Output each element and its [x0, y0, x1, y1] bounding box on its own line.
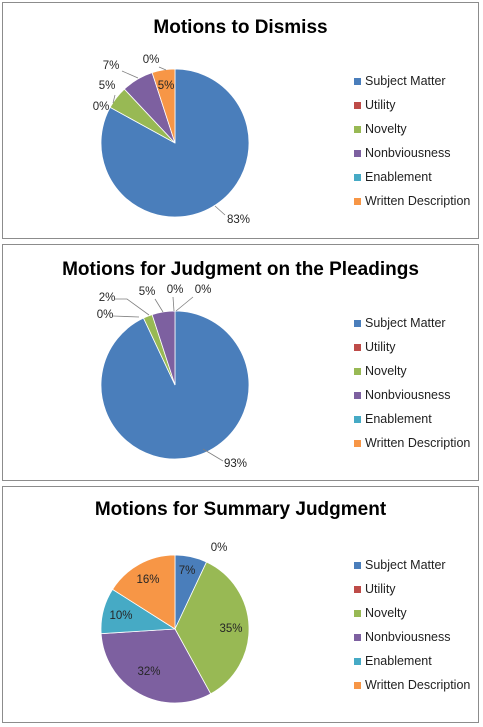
legend-swatch — [354, 78, 361, 85]
data-label-nonbviousness: 7% — [103, 60, 120, 72]
legend-label: Written Description — [365, 436, 470, 450]
chart-panel-judgment-on-pleadings: Motions for Judgment on the Pleadings 93… — [2, 244, 479, 481]
legend-swatch — [354, 416, 361, 423]
legend-swatch — [354, 102, 361, 109]
data-label-utility: 0% — [211, 542, 228, 554]
leader-line-utility — [113, 316, 139, 317]
legend-swatch — [354, 586, 361, 593]
legend-item-subject-matter: Subject Matter — [354, 69, 470, 93]
legend-label: Enablement — [365, 654, 432, 668]
data-label-subject-matter: 7% — [179, 565, 196, 577]
legend-swatch — [354, 610, 361, 617]
legend-swatch — [354, 682, 361, 689]
legend-label: Nonbviousness — [365, 630, 450, 644]
legend-item-enablement: Enablement — [354, 165, 470, 189]
legend: Subject Matter Utility Novelty Nonbviousnes… — [354, 69, 470, 213]
legend-swatch — [354, 658, 361, 665]
legend-item-novelty: Novelty — [354, 601, 470, 625]
data-label-utility: 0% — [93, 101, 110, 113]
legend-swatch — [354, 174, 361, 181]
legend-swatch — [354, 368, 361, 375]
legend-label: Written Description — [365, 194, 470, 208]
legend-item-nonbviousness: Nonbviousness — [354, 141, 470, 165]
legend-label: Utility — [365, 582, 396, 596]
data-label-enablement: 10% — [109, 610, 132, 622]
pie-slices — [101, 311, 249, 459]
data-label-nonbviousness: 5% — [139, 286, 156, 298]
legend-swatch — [354, 562, 361, 569]
legend-swatch — [354, 634, 361, 641]
legend-item-subject-matter: Subject Matter — [354, 553, 470, 577]
legend-item-novelty: Novelty — [354, 359, 470, 383]
leader-line-enablement — [173, 297, 174, 311]
data-label-novelty: 35% — [219, 623, 242, 635]
leader-line-subject-matter — [203, 449, 223, 461]
legend-swatch — [354, 198, 361, 205]
legend-label: Written Description — [365, 678, 470, 692]
data-label-enablement: 0% — [143, 54, 160, 66]
data-label-written-description: 5% — [158, 80, 175, 92]
legend-item-utility: Utility — [354, 93, 470, 117]
leader-line-enablement — [159, 67, 166, 70]
legend-swatch — [354, 150, 361, 157]
legend-label: Enablement — [365, 170, 432, 184]
leader-line-novelty — [115, 299, 149, 315]
legend-item-utility: Utility — [354, 577, 470, 601]
legend-label: Subject Matter — [365, 74, 446, 88]
legend-label: Nonbviousness — [365, 146, 450, 160]
leader-line-nonbviousness — [122, 71, 138, 78]
data-label-nonbviousness: 32% — [137, 666, 160, 678]
legend-swatch — [354, 440, 361, 447]
legend: Subject Matter Utility Novelty Nonbviousnes… — [354, 553, 470, 697]
legend-label: Utility — [365, 98, 396, 112]
legend-label: Nonbviousness — [365, 388, 450, 402]
leader-line-nonbviousness — [155, 299, 163, 312]
data-label-subject-matter: 83% — [227, 214, 250, 226]
legend-label: Novelty — [365, 606, 407, 620]
legend-item-utility: Utility — [354, 335, 470, 359]
legend-item-nonbviousness: Nonbviousness — [354, 383, 470, 407]
data-label-written-description: 0% — [195, 284, 212, 296]
legend-item-novelty: Novelty — [354, 117, 470, 141]
legend-item-subject-matter: Subject Matter — [354, 311, 470, 335]
data-label-novelty: 5% — [99, 80, 116, 92]
legend-label: Subject Matter — [365, 316, 446, 330]
legend-item-enablement: Enablement — [354, 649, 470, 673]
pie-slices — [101, 69, 249, 217]
legend-label: Subject Matter — [365, 558, 446, 572]
legend-swatch — [354, 320, 361, 327]
data-label-written-description: 16% — [136, 574, 159, 586]
legend-label: Utility — [365, 340, 396, 354]
leader-line-subject-matter — [215, 206, 225, 215]
leader-line-written-description — [176, 297, 193, 311]
legend-label: Novelty — [365, 122, 407, 136]
legend-label: Enablement — [365, 412, 432, 426]
legend-swatch — [354, 392, 361, 399]
data-label-utility: 0% — [97, 309, 114, 321]
legend-label: Novelty — [365, 364, 407, 378]
legend-item-written-description: Written Description — [354, 431, 470, 455]
legend-swatch — [354, 126, 361, 133]
data-label-subject-matter: 93% — [224, 458, 247, 470]
data-label-enablement: 0% — [167, 284, 184, 296]
legend-swatch — [354, 344, 361, 351]
legend-item-written-description: Written Description — [354, 189, 470, 213]
data-label-novelty: 2% — [99, 292, 116, 304]
chart-panel-motions-to-dismiss: Motions to Dismiss 83% 0% 5% 7% 0% 5% Subject… — [2, 2, 479, 239]
legend: Subject Matter Utility Novelty Nonbviousnes… — [354, 311, 470, 455]
chart-panel-summary-judgment: Motions for Summary Judgment 7% 0% 35% 32% 1… — [2, 486, 479, 723]
legend-item-written-description: Written Description — [354, 673, 470, 697]
legend-item-enablement: Enablement — [354, 407, 470, 431]
legend-item-nonbviousness: Nonbviousness — [354, 625, 470, 649]
